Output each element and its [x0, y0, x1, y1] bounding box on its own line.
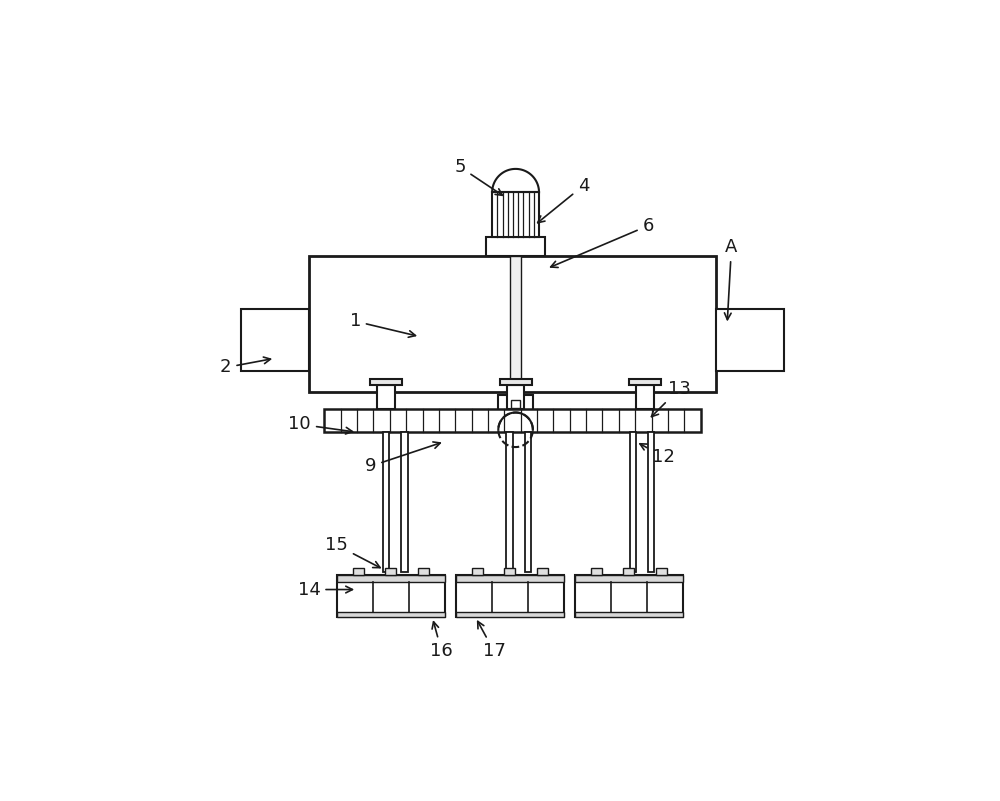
Bar	[353, 568, 364, 575]
Bar	[575, 575, 683, 582]
Bar	[575, 612, 683, 618]
Bar	[456, 612, 564, 618]
Bar	[337, 612, 445, 618]
Bar	[383, 433, 389, 572]
Text: 6: 6	[551, 216, 654, 268]
Bar	[456, 575, 564, 582]
Text: 12: 12	[640, 444, 675, 466]
Bar	[575, 575, 683, 618]
Text: 13: 13	[651, 380, 690, 417]
Bar	[511, 400, 520, 409]
Text: 10: 10	[288, 415, 352, 434]
Bar	[648, 433, 654, 572]
Bar	[507, 385, 524, 409]
Bar	[504, 568, 515, 575]
Bar	[716, 309, 784, 371]
Text: 9: 9	[365, 442, 440, 475]
Bar	[370, 379, 402, 385]
Text: 14: 14	[298, 581, 352, 598]
Bar	[472, 568, 483, 575]
Bar	[656, 568, 667, 575]
Bar	[418, 568, 429, 575]
Bar	[377, 385, 395, 409]
Text: 16: 16	[430, 622, 453, 660]
Bar	[500, 379, 532, 385]
Text: 15: 15	[325, 536, 380, 568]
Bar	[510, 256, 521, 392]
Bar	[630, 433, 636, 572]
Bar	[506, 433, 512, 572]
Bar	[456, 575, 564, 618]
Bar	[385, 568, 396, 575]
Bar	[401, 433, 408, 572]
Bar	[309, 256, 716, 392]
Bar	[591, 568, 602, 575]
Bar	[498, 395, 533, 413]
Bar	[623, 568, 634, 575]
Bar	[241, 309, 309, 371]
Text: 5: 5	[454, 158, 502, 195]
Text: 17: 17	[478, 622, 505, 660]
Bar	[636, 385, 654, 409]
Text: 1: 1	[350, 312, 415, 337]
Bar	[337, 575, 445, 618]
Bar	[337, 575, 445, 582]
Bar	[525, 433, 531, 572]
Bar	[537, 568, 548, 575]
Bar	[486, 237, 545, 256]
Text: 4: 4	[538, 176, 589, 223]
Text: 2: 2	[220, 357, 270, 376]
Bar	[629, 379, 661, 385]
Text: A: A	[724, 238, 738, 320]
Bar	[324, 409, 701, 433]
Bar	[492, 192, 539, 237]
